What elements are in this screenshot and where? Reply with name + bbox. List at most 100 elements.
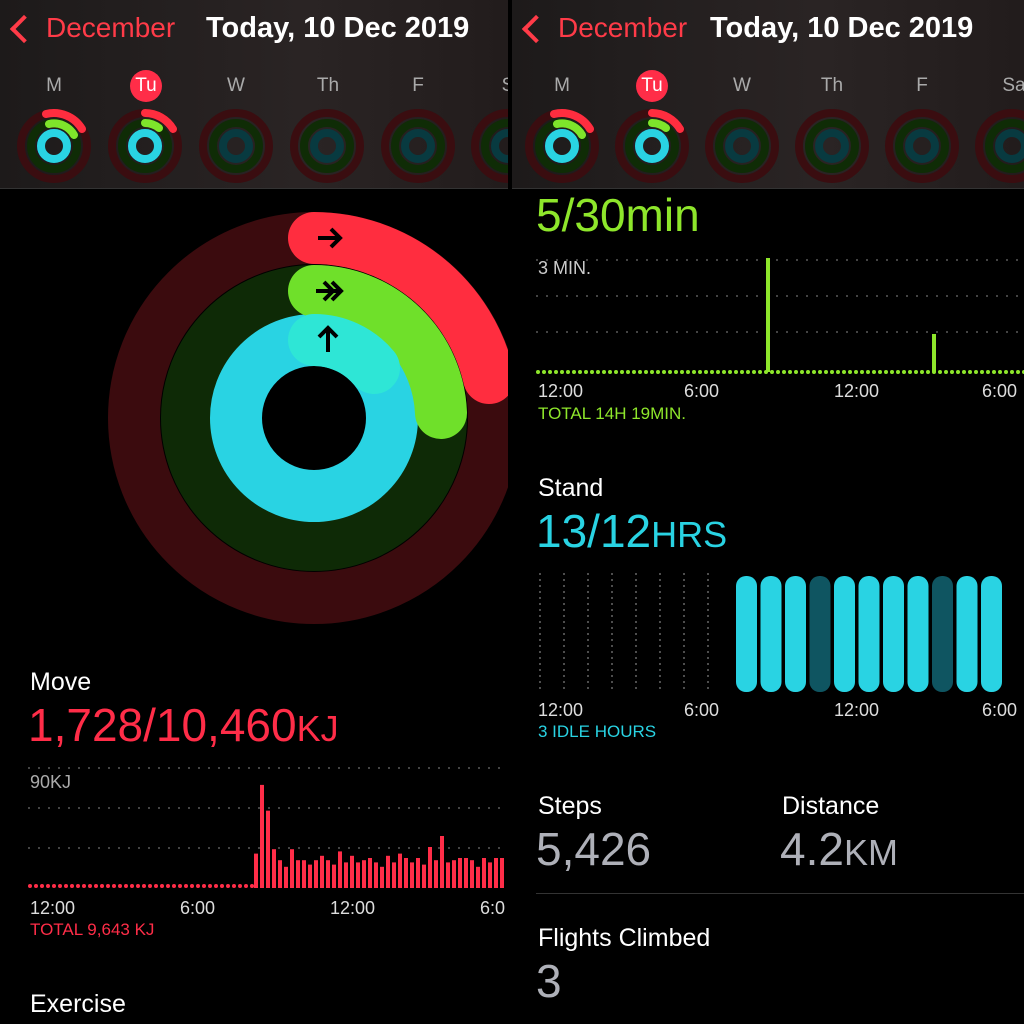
stand-idle-dot	[563, 651, 565, 653]
stand-idle-dot	[539, 579, 541, 581]
stand-idle-dot	[563, 675, 565, 677]
stand-idle-dot	[659, 621, 661, 623]
move-baseline-dot	[142, 884, 146, 888]
move-tick-2: 12:00	[330, 898, 376, 918]
stand-idle-dot	[659, 609, 661, 611]
stand-idle-dot	[707, 573, 709, 575]
stand-idle-dot	[659, 603, 661, 605]
day-wed[interactable]: W	[733, 75, 751, 96]
move-baseline-dot	[184, 884, 188, 888]
stand-idle-dot	[635, 633, 637, 635]
exercise-baseline-dot	[854, 370, 858, 374]
stand-idle-dot	[563, 621, 565, 623]
stand-idle-dot	[707, 615, 709, 617]
stand-idle-dot	[539, 627, 541, 629]
stand-idle-dot	[539, 633, 541, 635]
move-baseline-dot	[220, 884, 224, 888]
day-sat[interactable]: Sa	[1002, 75, 1024, 96]
stand-idle-dot	[635, 579, 637, 581]
move-bar	[338, 851, 342, 888]
stand-idle-dot	[587, 573, 589, 575]
move-baseline-dot	[130, 884, 134, 888]
stand-idle-dot	[683, 579, 685, 581]
day-fri[interactable]: F	[412, 75, 424, 96]
day-sat[interactable]: S	[488, 70, 508, 102]
stand-idle-dot	[707, 627, 709, 629]
exercise-baseline-dot	[692, 370, 696, 374]
move-baseline-dot	[250, 884, 254, 888]
move-total: TOTAL 9,643 KJ	[30, 920, 155, 939]
day-tue-selected[interactable]: Tu	[636, 70, 668, 102]
exercise-baseline-dot	[752, 370, 756, 374]
move-baseline-dot	[58, 884, 62, 888]
move-bar	[362, 860, 366, 888]
move-baseline-dot	[238, 884, 242, 888]
stand-idle-dot	[611, 591, 613, 593]
stand-idle-dot	[539, 615, 541, 617]
exercise-baseline-dot	[980, 370, 984, 374]
exercise-baseline-dot	[908, 370, 912, 374]
day-thu[interactable]: Th	[316, 75, 340, 96]
stand-tick-2: 12:00	[834, 700, 880, 720]
exercise-baseline-dot	[782, 370, 786, 374]
exercise-baseline-dot	[818, 370, 822, 374]
move-bar	[344, 862, 348, 888]
stand-idle-dot	[659, 579, 661, 581]
exercise-baseline-dot	[866, 370, 870, 374]
exercise-bar	[766, 258, 770, 372]
stand-idle-dot	[659, 675, 661, 677]
move-baseline-dot	[94, 884, 98, 888]
back-label: December	[558, 12, 688, 43]
stand-idle-dot	[563, 585, 565, 587]
day-wed[interactable]: W	[227, 75, 245, 96]
stand-idle-dot	[659, 645, 661, 647]
exercise-baseline-dot	[572, 370, 576, 374]
back-button[interactable]: December	[9, 8, 175, 48]
move-bar	[308, 864, 312, 888]
activity-rings	[108, 212, 508, 624]
stand-idle-dot	[659, 573, 661, 575]
move-bar	[494, 858, 498, 888]
exercise-arrow-icon	[316, 280, 344, 302]
exercise-baseline-dot	[938, 370, 942, 374]
day-tue-selected[interactable]: Tu	[130, 70, 162, 102]
exercise-baseline-dot	[920, 370, 924, 374]
move-label: Move	[30, 668, 92, 696]
stand-idle-dot	[587, 591, 589, 593]
week-rings[interactable]	[0, 108, 508, 184]
exercise-baseline-dot	[554, 370, 558, 374]
stand-idle-dot	[563, 633, 565, 635]
day-mon[interactable]: M	[46, 75, 62, 96]
day-fri[interactable]: F	[916, 75, 928, 96]
stand-idle-dot	[587, 609, 589, 611]
stand-idle-dot	[611, 603, 613, 605]
stand-idle-dot	[587, 687, 589, 689]
day-mon[interactable]: M	[554, 75, 570, 96]
stand-bar	[932, 576, 953, 692]
stand-idle-dot	[563, 639, 565, 641]
stand-idle-dot	[659, 669, 661, 671]
back-button[interactable]: December	[521, 8, 688, 48]
stand-idle-dot	[611, 579, 613, 581]
stand-idle-dot	[539, 657, 541, 659]
move-baseline-dot	[226, 884, 230, 888]
exercise-baseline-dot	[710, 370, 714, 374]
move-bar	[446, 862, 450, 888]
exercise-baseline-dot	[734, 370, 738, 374]
move-baseline-dot	[52, 884, 56, 888]
stand-idle-dot	[635, 597, 637, 599]
move-bar	[368, 858, 372, 888]
stand-idle-dot	[611, 615, 613, 617]
chevron-left-icon	[9, 14, 39, 44]
move-bar	[452, 860, 456, 888]
exercise-baseline-dot	[902, 370, 906, 374]
exercise-baseline-dot	[842, 370, 846, 374]
stand-idle-dot	[659, 591, 661, 593]
move-baseline-dot	[76, 884, 80, 888]
exercise-baseline-dot	[770, 370, 774, 374]
stand-idle-dot	[635, 603, 637, 605]
chevron-left-icon	[521, 14, 551, 44]
week-rings[interactable]	[512, 108, 1024, 184]
day-thu[interactable]: Th	[820, 75, 844, 96]
stand-idle-dot	[587, 597, 589, 599]
